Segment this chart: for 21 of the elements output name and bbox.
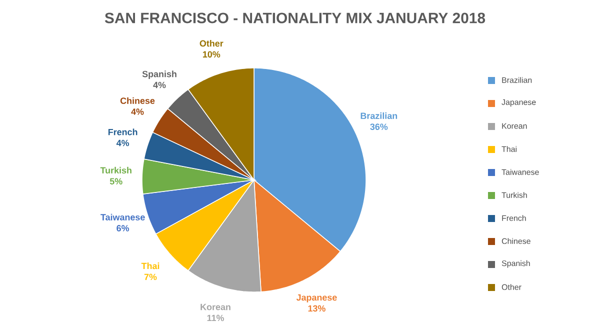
slice-label: Other (200, 40, 224, 47)
data-label: 11% (207, 314, 224, 322)
slice-label: Thai (141, 262, 160, 270)
slice-label: Chinese (120, 97, 155, 104)
data-label: 6% (116, 225, 130, 232)
slice-label: Japanese (296, 294, 337, 302)
data-label: 13% (308, 305, 326, 312)
slice-label: French (108, 128, 138, 136)
slice-label: Turkish (100, 166, 132, 174)
data-label: 4% (153, 82, 166, 88)
slice-label: Spanish (142, 70, 176, 79)
chart-title: SAN FRANCISCO - NATIONALITY MIX JANUARY 2018 (104, 12, 486, 24)
data-label: 4% (116, 140, 130, 146)
data-label: 4% (131, 108, 144, 115)
slice-label: Brazilian (360, 112, 398, 120)
data-label: 10% (203, 51, 220, 58)
slice-label: Taiwanese (100, 214, 145, 220)
data-label: 36% (370, 124, 388, 130)
slice-label: Korean (200, 304, 230, 310)
data-label: 7% (144, 274, 157, 280)
data-label: 5% (110, 178, 122, 184)
